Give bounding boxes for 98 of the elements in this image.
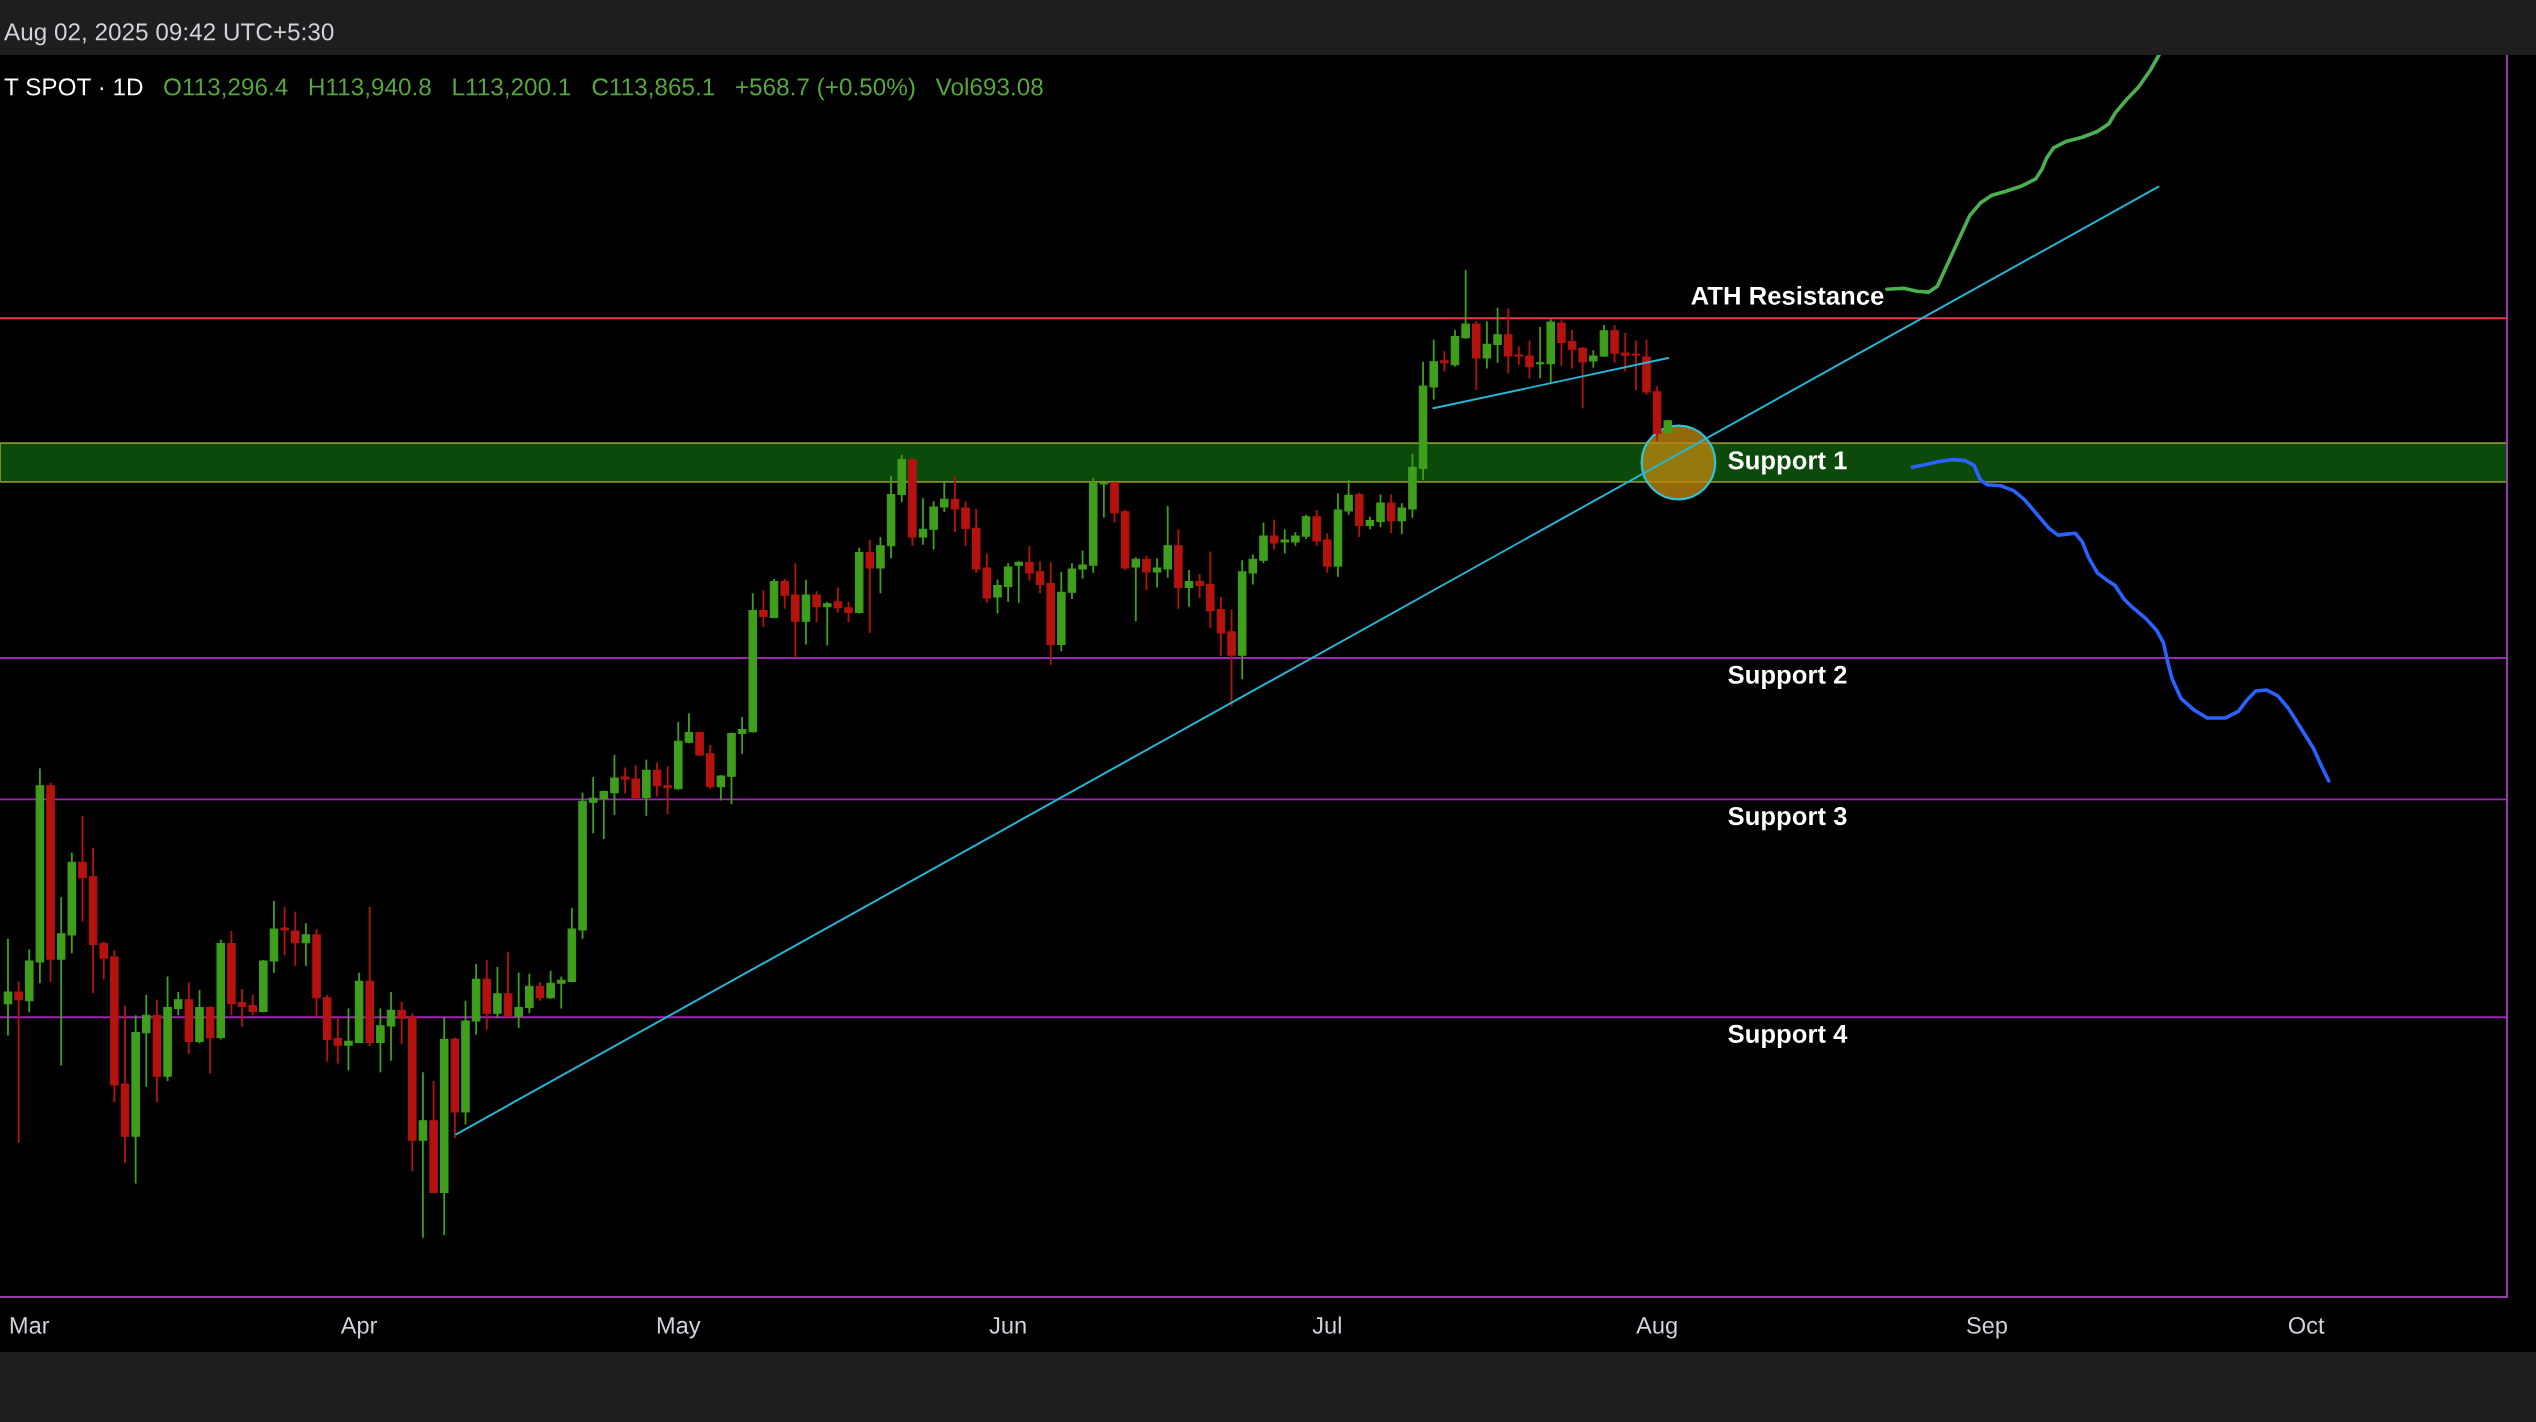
candlestick [1099,480,1109,519]
text: C113,865.1 [592,78,715,99]
candlestick [1269,518,1279,551]
candlestick [1386,493,1396,535]
candlestick [1067,562,1077,600]
candlestick [3,937,13,1037]
candlestick [1610,324,1619,364]
candlestick [1131,556,1141,623]
candlestick [525,972,534,1015]
x-tick-label: Jun [989,1317,1026,1334]
candlestick [620,766,630,795]
candlestick [833,586,843,614]
candlestick [1376,493,1385,529]
candlestick [950,475,960,534]
candlestick [652,761,662,798]
candlestick [301,922,311,967]
candlestick [1397,502,1407,536]
candlestick [1014,560,1024,604]
candlestick [1035,560,1045,595]
candlestick [822,600,832,647]
candlestick [1280,528,1290,555]
candlestick [237,988,247,1028]
candlestick [1525,339,1534,380]
candlestick [1567,328,1577,370]
candlestick [1216,596,1226,658]
candlestick [610,753,619,816]
text: O113,296.4 [164,78,288,99]
candlestick [1152,557,1162,589]
candlestick [1440,350,1449,373]
candlestick [1461,268,1470,340]
candlestick [1482,320,1492,370]
candlestick [1535,326,1545,380]
candlestick [1003,562,1013,603]
candlestick [1184,569,1194,608]
candlestick [1578,346,1587,410]
candlestick [663,765,672,815]
candlestick [918,497,928,546]
x-tick-label: Oct [2288,1317,2325,1334]
text: +568.7 (+0.50%) [736,77,915,101]
candlestick [344,1007,353,1072]
candlestick [280,905,289,957]
candlestick [1195,572,1204,599]
ref-line-label: ATH Resistance [1691,286,1884,305]
candlestick [929,500,938,551]
candlestick [631,764,641,800]
x-tick-label: Aug [1636,1317,1677,1339]
candlestick [418,1071,428,1239]
candlestick [1301,513,1311,540]
candlestick [780,577,789,610]
band-label: Support 1 [1728,451,1847,475]
x-tick-label: Mar [10,1317,50,1334]
candlestick [876,536,885,595]
x-tick-label: Jul [1312,1316,1341,1334]
candlestick [514,971,523,1029]
text: T SPOT · 1D [4,78,143,96]
candlestick [737,716,747,755]
candlestick [1078,549,1087,580]
candlestick [716,774,726,802]
candlestick [386,991,396,1062]
candlestick [812,590,821,624]
candlestick [99,940,109,981]
ref-line-label: Support 4 [1728,1024,1848,1049]
candlestick [695,730,704,757]
text: Aug 02, 2025 09:42 UTC+5:30 [4,23,334,46]
candlestick [503,951,513,1019]
candlestick [961,500,970,547]
candlestick [759,589,768,628]
candlestick [865,539,875,634]
x-tick-label: Apr [340,1317,378,1339]
candlestick [684,712,694,745]
candlestick [993,578,1002,615]
candlestick [397,1000,406,1046]
text: L113,200.1 [453,78,571,99]
candlestick [940,480,949,513]
candlestick [78,814,87,923]
candlestick [142,993,151,1088]
candlestick [493,965,502,1020]
text: Vol693.08 [935,77,1043,96]
candlestick [1025,544,1034,582]
candlestick [173,991,183,1017]
x-tick-label: Sep [1967,1317,2007,1339]
candlestick [290,910,300,967]
candlestick [14,980,23,1144]
x-tick-label: May [657,1317,701,1339]
candlestick [1344,479,1353,516]
candlestick [1227,608,1236,708]
ref-line-label: Support 3 [1728,806,1847,831]
candlestick [844,600,853,624]
candlestick [1493,306,1502,364]
candlestick [546,969,555,1000]
ref-line-label: Support 2 [1728,665,1847,689]
candlestick [1142,554,1151,592]
candlestick [1163,505,1172,579]
candlestick [376,1007,385,1074]
text: H113,940.8 [309,78,431,99]
candlestick [556,975,566,1010]
candlestick [1557,319,1566,367]
candlestick [248,993,257,1017]
